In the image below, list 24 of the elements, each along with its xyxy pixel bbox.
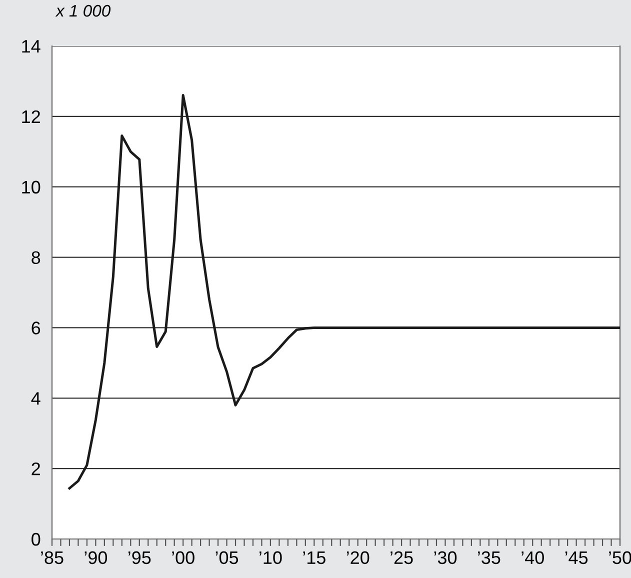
y-tick-label: 4 — [31, 392, 40, 405]
text: x 1 000 — [55, 4, 111, 17]
y-tick-label: 14 — [22, 40, 40, 53]
x-tick-label: ’50 — [609, 551, 631, 564]
x-tick-label: ’45 — [565, 551, 588, 564]
x-tick-label: ’25 — [390, 551, 413, 564]
y-tick-label: 2 — [32, 462, 40, 476]
y-tick-label: 8 — [32, 251, 40, 264]
x-tick-label: ’05 — [216, 551, 238, 564]
x-tick-label: ’95 — [128, 551, 151, 564]
x-tick-label: ’20 — [346, 551, 370, 564]
x-tick-label: ’40 — [522, 551, 544, 564]
x-tick-label: ’10 — [260, 551, 282, 564]
line-series — [68, 94, 620, 490]
y-tick-label: 12 — [22, 110, 40, 123]
x-tick-label: ’35 — [478, 551, 500, 564]
y-tick-label: 0 — [32, 532, 40, 546]
x-tick-label: ’00 — [172, 551, 194, 564]
y-tick-label: 10 — [22, 180, 40, 194]
x-tick-label: ’15 — [303, 551, 326, 564]
x-tick-label: ’90 — [84, 551, 108, 564]
x-tick-label: ’30 — [434, 551, 457, 564]
x-tick-label: ’85 — [41, 551, 64, 564]
y-tick-label: 6 — [32, 322, 40, 334]
